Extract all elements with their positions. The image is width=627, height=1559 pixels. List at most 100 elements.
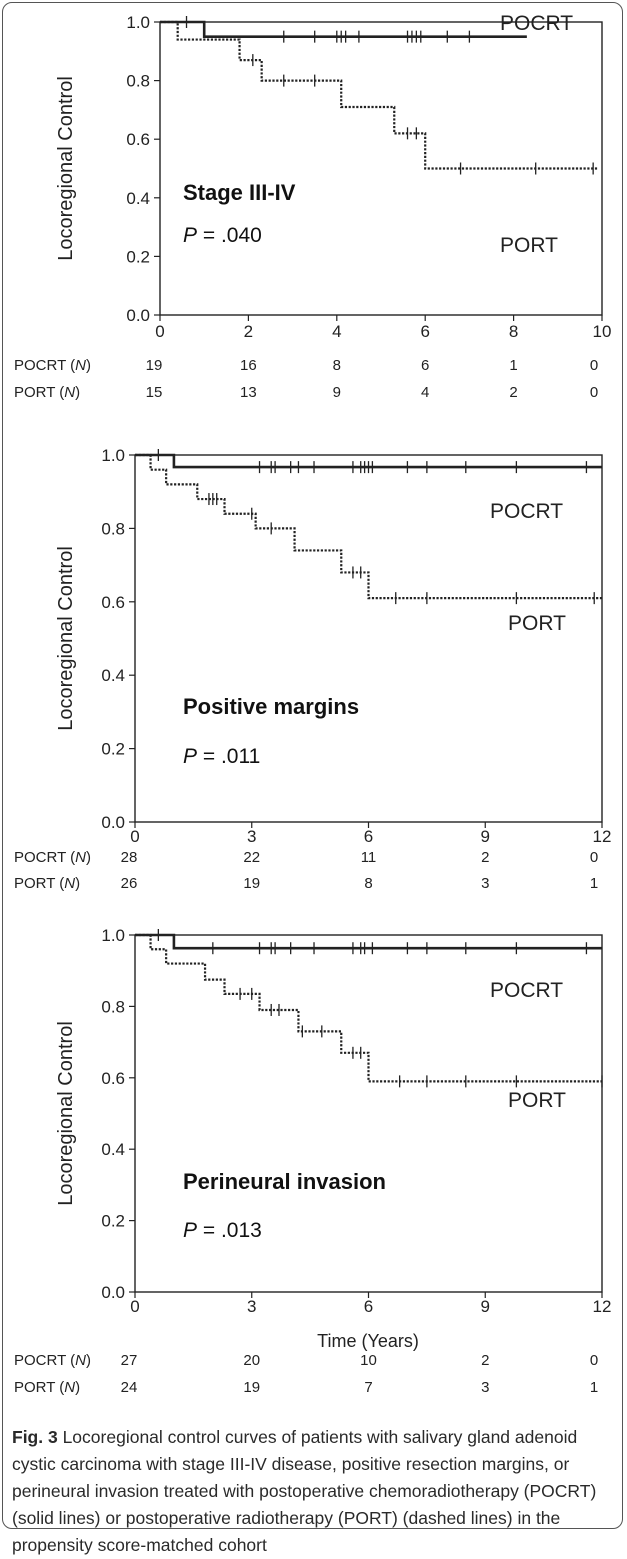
panel-title: Perineural invasion: [183, 1169, 386, 1194]
risk-row-label-pocrt: POCRT (N): [14, 849, 91, 866]
p-value: = .011: [197, 745, 260, 768]
risk-value: 19: [146, 357, 163, 374]
risk-value: 1: [590, 1379, 598, 1396]
risk-row-label-pocrt: POCRT (N): [14, 1352, 91, 1369]
x-tick-label: 3: [247, 1297, 256, 1316]
series-line-port: [135, 933, 602, 1083]
series-label-port: PORT: [508, 1089, 566, 1112]
risk-value: 3: [481, 1379, 489, 1396]
risk-value: 2: [481, 1352, 489, 1369]
x-tick-label: 12: [593, 827, 612, 846]
risk-value: 9: [333, 384, 341, 401]
risk-value: 8: [333, 357, 341, 374]
y-tick-label: 1.0: [101, 446, 125, 465]
risk-value: 8: [364, 875, 372, 892]
risk-value: 2: [481, 849, 489, 866]
y-tick-label: 0.2: [126, 247, 150, 266]
y-tick-label: 0.4: [101, 666, 125, 685]
y-tick-label: 0.2: [101, 740, 125, 759]
risk-value: 11: [361, 849, 377, 866]
p-value: = .040: [197, 224, 262, 247]
panel-title: Positive margins: [183, 694, 359, 719]
risk-row-label-port: PORT (N): [14, 1379, 80, 1396]
risk-value: 27: [121, 1352, 138, 1369]
y-tick-label: 0.6: [101, 1069, 125, 1088]
p-symbol: P: [183, 224, 197, 247]
series-line-pocrt: [160, 20, 527, 38]
risk-value: 0: [590, 384, 598, 401]
y-tick-label: 0.8: [101, 519, 125, 538]
risk-row-label-pocrt: POCRT (N): [14, 357, 91, 374]
series-label-port: PORT: [500, 234, 558, 257]
y-tick-label: 0.6: [101, 593, 125, 612]
x-tick-label: 6: [364, 827, 373, 846]
risk-value: 13: [240, 384, 257, 401]
risk-value: 16: [240, 357, 257, 374]
panel-title: Stage III-IV: [183, 180, 296, 205]
y-axis-label: Locoregional Control: [55, 76, 77, 261]
x-tick-label: 3: [247, 827, 256, 846]
p-symbol: P: [183, 745, 197, 768]
risk-value: 28: [121, 849, 138, 866]
y-tick-label: 0.6: [126, 130, 150, 149]
risk-value: 22: [243, 849, 260, 866]
risk-value: 7: [364, 1379, 372, 1396]
x-tick-label: 10: [593, 322, 612, 341]
x-tick-label: 9: [481, 827, 490, 846]
risk-value: 1: [509, 357, 517, 374]
risk-row-label-port: PORT (N): [14, 384, 80, 401]
y-tick-label: 0.8: [101, 997, 125, 1016]
y-tick-label: 0.8: [126, 72, 150, 91]
caption-text: Locoregional control curves of patients …: [12, 1427, 597, 1555]
x-tick-label: 8: [509, 322, 518, 341]
p-value-label: P = .013: [183, 1219, 262, 1242]
caption-label: Fig. 3: [12, 1427, 58, 1447]
risk-value: 0: [590, 357, 598, 374]
figure-frame: [2, 2, 623, 1529]
series-label-pocrt: POCRT: [490, 979, 563, 1002]
x-tick-label: 0: [130, 1297, 139, 1316]
x-axis-label: Time (Years): [317, 1331, 419, 1351]
risk-value: 1: [590, 875, 598, 892]
y-tick-label: 0.4: [126, 189, 150, 208]
risk-value: 20: [243, 1352, 260, 1369]
series-label-port: PORT: [508, 612, 566, 635]
y-tick-label: 1.0: [101, 926, 125, 945]
risk-value: 0: [590, 1352, 598, 1369]
figure-caption: Fig. 3 Locoregional control curves of pa…: [12, 1424, 614, 1559]
x-tick-label: 0: [130, 827, 139, 846]
y-axis-label: Locoregional Control: [55, 546, 77, 731]
x-tick-label: 9: [481, 1297, 490, 1316]
risk-value: 6: [421, 357, 429, 374]
x-tick-label: 4: [332, 322, 341, 341]
p-symbol: P: [183, 1219, 197, 1242]
p-value-label: P = .040: [183, 224, 262, 247]
series-line-port: [160, 20, 598, 170]
x-tick-label: 12: [593, 1297, 612, 1316]
x-tick-label: 2: [244, 322, 253, 341]
series-line-port: [135, 453, 602, 600]
y-axis-label: Locoregional Control: [55, 1021, 77, 1206]
y-tick-label: 1.0: [126, 13, 150, 32]
risk-value: 19: [243, 1379, 260, 1396]
p-value: = .013: [197, 1219, 262, 1242]
x-tick-label: 6: [420, 322, 429, 341]
risk-value: 19: [243, 875, 260, 892]
y-tick-label: 0.0: [101, 1283, 125, 1302]
risk-value: 2: [509, 384, 517, 401]
y-tick-label: 0.2: [101, 1212, 125, 1231]
x-tick-label: 0: [155, 322, 164, 341]
plot-frame: [159, 21, 603, 316]
risk-value: 0: [590, 849, 598, 866]
series-label-pocrt: POCRT: [490, 500, 563, 523]
x-tick-label: 6: [364, 1297, 373, 1316]
risk-value: 4: [421, 384, 429, 401]
risk-value: 10: [360, 1352, 377, 1369]
risk-value: 15: [146, 384, 163, 401]
y-tick-label: 0.0: [101, 813, 125, 832]
risk-value: 3: [481, 875, 489, 892]
series-label-pocrt: POCRT: [500, 12, 573, 35]
